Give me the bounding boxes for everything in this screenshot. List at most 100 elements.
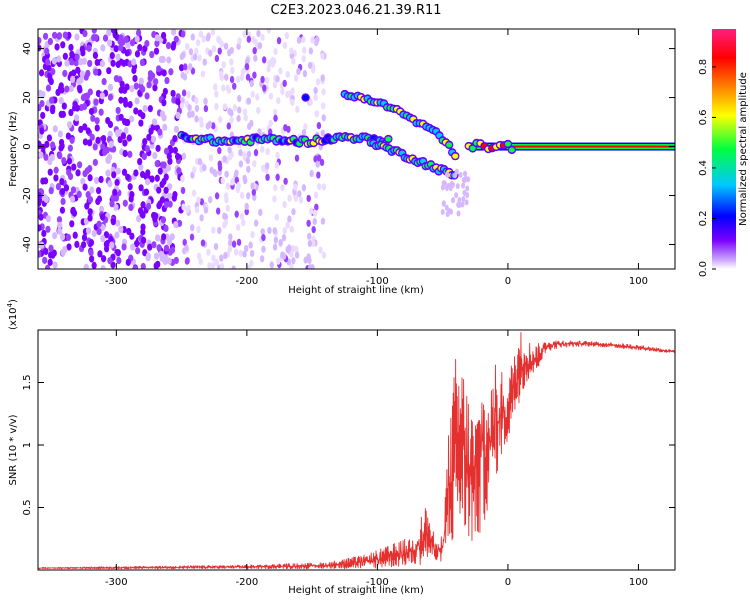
spectrogram-noise-cell: [462, 189, 467, 196]
spectrogram-noise-cell: [286, 244, 292, 252]
spectrogram-noise-cell: [243, 114, 248, 122]
spectrogram-noise-cell: [132, 74, 138, 83]
spectrogram-noise-cell: [184, 257, 190, 265]
snr-series-line: [38, 332, 675, 570]
spectrogram-noise-cell: [74, 240, 80, 248]
spectrogram-noise-cell: [197, 54, 202, 62]
spectrogram-noise-cell: [163, 224, 169, 233]
spectrogram-noise-cell: [244, 208, 249, 216]
spectrogram-noise-cell: [272, 184, 278, 192]
spectrogram-x-tick-label: -200: [236, 276, 259, 287]
spectrogram-noise-cell: [235, 75, 241, 83]
spectrogram-noise-cell: [159, 196, 166, 204]
spectrogram-noise-cell: [84, 202, 90, 210]
spectrogram-noise-cell: [45, 225, 51, 233]
spectrogram-noise-cell: [289, 250, 294, 258]
spectrogram-noise-cell: [181, 203, 186, 211]
spectrogram-noise-cell: [319, 158, 325, 167]
spectrogram-noise-cell: [244, 244, 249, 253]
spectrogram-noise-cell: [163, 244, 170, 252]
spectrogram-noise-cell: [100, 44, 106, 52]
spectrogram-noise-cell: [134, 50, 141, 58]
spectrogram-noise-cell: [289, 225, 294, 233]
spectrogram-noise-cell: [228, 233, 233, 241]
spectrogram-noise-cell: [219, 254, 224, 262]
spectrogram-noise-cell: [280, 87, 285, 96]
spectrogram-noise-cell: [146, 133, 152, 141]
spectrogram-noise-cell: [249, 259, 254, 267]
spectrogram-noise-cell: [122, 96, 128, 105]
spectrogram-noise-cell: [249, 249, 255, 258]
spectrogram-noise-cell: [40, 177, 46, 185]
spectrogram-noise-cell: [203, 206, 209, 214]
spectrogram-noise-cell: [152, 215, 158, 223]
spectrogram-noise-cell: [316, 171, 321, 179]
spectrogram-noise-cell: [290, 98, 295, 107]
spectrogram-noise-cell: [285, 70, 290, 79]
spectrogram-noise-cell: [172, 146, 178, 154]
spectrogram-noise-cell: [133, 169, 139, 177]
spectrogram-noise-cell: [163, 186, 169, 194]
spectrogram-noise-cell: [203, 104, 209, 113]
spectrogram-noise-cell: [320, 52, 325, 60]
spectrogram-noise-cell: [217, 164, 223, 172]
spectrogram-noise-cell: [220, 177, 226, 185]
spectrogram-noise-cell: [252, 71, 257, 79]
spectrogram-noise-cell: [159, 110, 166, 118]
spectrogram-noise-cell: [93, 98, 99, 106]
spectrogram-noise-cell: [262, 84, 267, 92]
spectrogram-noise-cell: [166, 192, 173, 200]
spectrogram-noise-cell: [242, 30, 247, 38]
spectrogram-noise-cell: [181, 152, 187, 160]
spectrogram-noise-cell: [92, 51, 99, 60]
spectrogram-noise-cell: [137, 157, 143, 166]
spectrogram-noise-cell: [39, 127, 45, 135]
spectrogram-noise-cell: [139, 170, 146, 179]
spectrogram-noise-cell: [59, 187, 66, 196]
spectrogram-noise-cell: [457, 196, 462, 203]
spectrogram-noise-cell: [75, 169, 81, 177]
spectrogram-noise-cell: [60, 248, 66, 257]
spectrogram-noise-cell: [47, 168, 53, 176]
spectrogram-noise-cell: [61, 157, 67, 165]
spectrogram-noise-cell: [87, 196, 94, 204]
spectrogram-noise-cell: [78, 58, 84, 66]
spectrogram-noise-cell: [199, 214, 204, 222]
spectrogram-noise-cell: [242, 108, 248, 116]
spectrogram-noise-cell: [214, 102, 219, 111]
spectrogram-noise-cell: [81, 234, 88, 242]
spectrogram-noise-cell: [43, 247, 49, 256]
spectrogram-noise-cell: [53, 174, 59, 182]
spectrogram-noise-cell: [60, 197, 66, 206]
snr-x-tick-label: -300: [105, 577, 128, 588]
spectrogram-noise-cell: [231, 265, 236, 269]
spectrogram-noise-cell: [85, 127, 91, 135]
spectrogram-noise-cell: [88, 107, 95, 116]
spectrogram-noise-cell: [147, 105, 153, 113]
spectrogram-noise-cell: [168, 68, 174, 76]
spectrogram-noise-cell: [68, 108, 74, 117]
spectrogram-noise-cell: [194, 115, 199, 123]
spectrogram-noise-cell: [153, 47, 160, 55]
spectrogram-noise-cell: [115, 219, 121, 227]
spectrogram-noise-cell: [72, 101, 78, 109]
spectrogram-noise-cell: [99, 92, 105, 100]
spectrogram-noise-cell: [123, 35, 129, 44]
spectrogram-noise-cell: [70, 75, 76, 83]
spectrogram-noise-cell: [264, 162, 270, 170]
colorbar-gradient: [712, 29, 736, 269]
spectrogram-noise-cell: [65, 233, 72, 242]
spectrogram-noise-cell: [101, 134, 107, 143]
spectrogram-noise-cell: [155, 234, 161, 242]
snr-x-label: Height of straight line (km): [288, 585, 424, 596]
spectrogram-noise-cell: [64, 85, 70, 93]
spectrogram-noise-cell: [274, 213, 279, 221]
snr-panel: -300 -200 -100 0 100 0.5 1 1.5 Height of strai…: [6, 299, 676, 596]
spectrogram-noise-cell: [250, 182, 255, 190]
spectrogram-noise-cell: [118, 44, 124, 52]
spectrogram-noise-cell: [186, 90, 191, 99]
spectrogram-noise-cell: [118, 225, 124, 234]
spectrogram-noise-cell: [244, 63, 250, 71]
spectrogram-noise-cell: [109, 200, 115, 208]
